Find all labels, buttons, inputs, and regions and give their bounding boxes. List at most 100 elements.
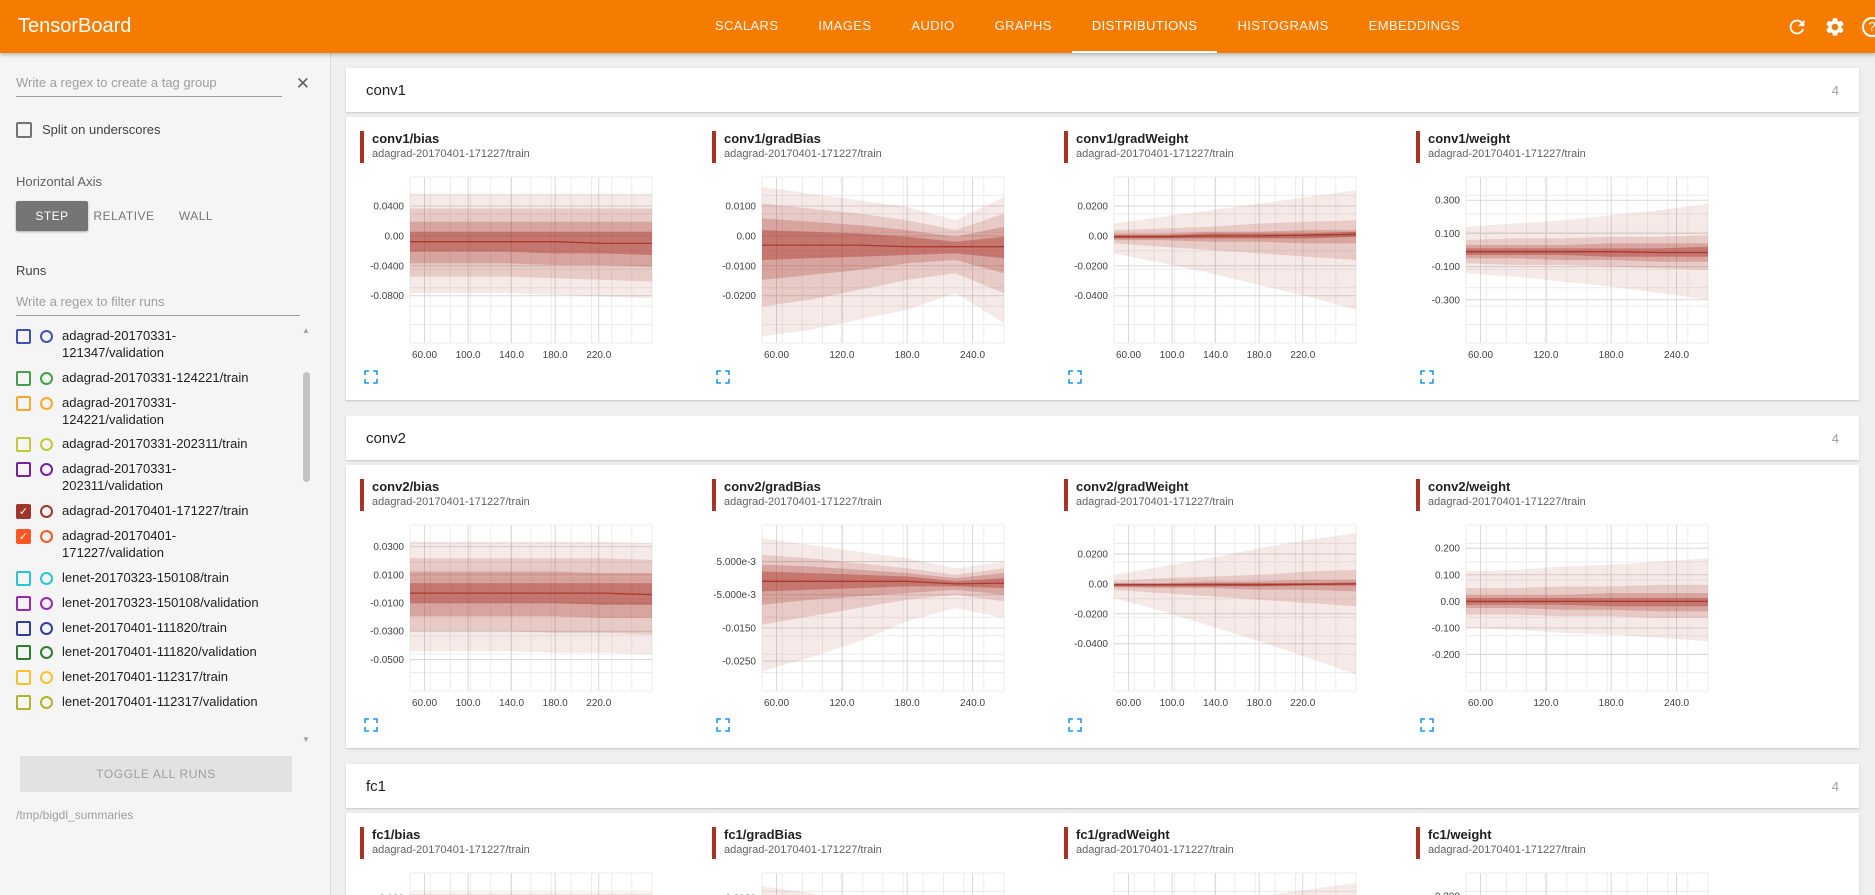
chart-title: conv1/gradBias [724,131,821,146]
scroll-down-arrow[interactable]: ▼ [302,735,310,744]
run-checkbox[interactable] [16,620,31,636]
run-checkbox[interactable] [16,370,31,386]
expand-chart-button[interactable] [714,369,732,387]
run-isolate-radio[interactable] [40,505,53,519]
svg-text:60.00: 60.00 [412,350,437,361]
nav-tab-images[interactable]: IMAGES [818,18,872,33]
help-icon[interactable]: ? [1862,16,1875,37]
run-label: adagrad-20170331-124221/validation [62,394,177,427]
svg-text:0.00: 0.00 [737,231,757,242]
svg-text:0.0100: 0.0100 [725,202,756,213]
nav-tab-embeddings[interactable]: EMBEDDINGS [1368,18,1461,33]
run-isolate-radio[interactable] [40,646,53,660]
chart-card: conv1/gradWeight adagrad-20170401-171227… [1064,131,1394,390]
run-label: adagrad-20170331-202311/train [62,436,248,452]
svg-text:180.0: 180.0 [1247,350,1272,361]
svg-text:-0.0200: -0.0200 [1074,609,1108,620]
split-underscores-checkbox[interactable] [16,122,32,138]
run-checkbox[interactable]: ✓ [16,504,31,520]
section-header[interactable]: conv1 4 [346,68,1859,112]
axis-wall-button[interactable]: WALL [160,201,232,231]
chart-run-label: adagrad-20170401-171227/train [1428,496,1586,509]
run-row[interactable]: adagrad-20170331-202311/train [16,432,294,457]
chart-card: fc1/bias adagrad-20170401-171227/train 0… [360,827,690,895]
run-row[interactable]: ✓ adagrad-20170401-171227/train [16,499,294,524]
expand-chart-button[interactable] [362,369,380,387]
run-row[interactable]: lenet-20170401-111820/train [16,616,294,641]
run-isolate-radio[interactable] [40,438,53,452]
run-isolate-radio[interactable] [40,696,53,710]
run-checkbox[interactable] [16,462,31,478]
run-isolate-radio[interactable] [40,371,53,385]
svg-text:180.0: 180.0 [895,698,920,709]
run-row[interactable]: adagrad-20170331-124221/train [16,366,294,391]
run-isolate-radio[interactable] [40,671,53,685]
run-isolate-radio[interactable] [40,596,53,610]
run-isolate-radio[interactable] [40,330,53,343]
run-isolate-radio[interactable] [40,463,53,477]
svg-text:0.200: 0.200 [1435,892,1460,895]
run-checkbox[interactable] [16,329,31,344]
run-checkbox[interactable]: ✓ [16,529,31,545]
scrollbar-thumb[interactable] [303,372,310,482]
run-checkbox[interactable] [16,645,31,661]
expand-chart-button[interactable] [362,717,380,735]
run-isolate-radio[interactable] [40,621,53,635]
run-isolate-radio[interactable] [40,396,53,410]
run-isolate-radio[interactable] [40,530,53,544]
expand-chart-button[interactable] [1418,717,1436,735]
run-row[interactable]: lenet-20170323-150108/validation [16,591,294,616]
run-row[interactable]: ✓ adagrad-20170401-171227/validation [16,524,294,566]
run-label: adagrad-20170401-171227/validation [62,528,177,560]
run-checkbox[interactable] [16,570,31,586]
nav-tab-graphs[interactable]: GRAPHS [994,18,1052,33]
section-title: fc1 [366,777,387,795]
run-row[interactable]: lenet-20170323-150108/train [16,566,294,591]
svg-text:100.0: 100.0 [456,698,481,709]
nav-tab-histograms[interactable]: HISTOGRAMS [1237,18,1329,33]
nav-tab-distributions[interactable]: DISTRIBUTIONS [1071,0,1218,53]
run-row[interactable]: lenet-20170401-112317/train [16,665,294,690]
run-isolate-radio[interactable] [40,571,53,585]
refresh-icon[interactable] [1786,16,1808,38]
run-row[interactable]: adagrad-20170331-124221/validation [16,391,294,433]
expand-chart-button[interactable] [1418,369,1436,387]
run-row[interactable]: adagrad-20170331-202311/validation [16,457,294,499]
section-charts: fc1/bias adagrad-20170401-171227/train 0… [346,813,1859,895]
run-checkbox[interactable] [16,395,31,411]
fullscreen-icon [1420,370,1434,384]
svg-text:-0.0250: -0.0250 [722,657,756,668]
scroll-up-arrow[interactable]: ▲ [302,326,310,335]
section-charts: conv1/bias adagrad-20170401-171227/train… [346,117,1859,400]
section-header[interactable]: conv2 4 [346,416,1859,460]
run-checkbox[interactable] [16,670,31,686]
settings-gear-icon[interactable] [1824,16,1846,38]
run-color-bar [1416,131,1420,163]
run-checkbox[interactable] [16,595,31,611]
expand-chart-button[interactable] [1066,369,1084,387]
svg-text:0.100: 0.100 [1435,229,1460,240]
expand-chart-button[interactable] [1066,717,1084,735]
nav-tab-audio[interactable]: AUDIO [911,18,955,33]
tag-regex-input[interactable] [16,69,282,97]
nav-tab-scalars[interactable]: SCALARS [714,18,779,33]
axis-step-button[interactable]: STEP [16,201,88,231]
sidebar: ✕ Split on underscores Horizontal Axis S… [0,53,331,895]
axis-relative-button[interactable]: RELATIVE [88,201,160,231]
svg-text:220.0: 220.0 [1290,350,1315,361]
run-checkbox[interactable] [16,695,31,711]
svg-text:-0.100: -0.100 [1432,262,1461,273]
run-filter-input[interactable] [16,288,300,316]
section-header[interactable]: fc1 4 [346,764,1859,808]
close-icon[interactable]: ✕ [295,73,310,93]
run-label: lenet-20170401-111820/train [62,619,228,635]
run-row[interactable]: adagrad-20170331-121347/validation [16,324,294,366]
toggle-all-runs-button[interactable]: TOGGLE ALL RUNS [20,756,292,792]
expand-chart-button[interactable] [714,717,732,735]
run-checkbox[interactable] [16,437,31,453]
chart-title: conv1/weight [1428,131,1511,146]
run-row[interactable]: lenet-20170401-111820/validation [16,640,294,665]
run-row[interactable]: lenet-20170401-112317/validation [16,690,294,715]
